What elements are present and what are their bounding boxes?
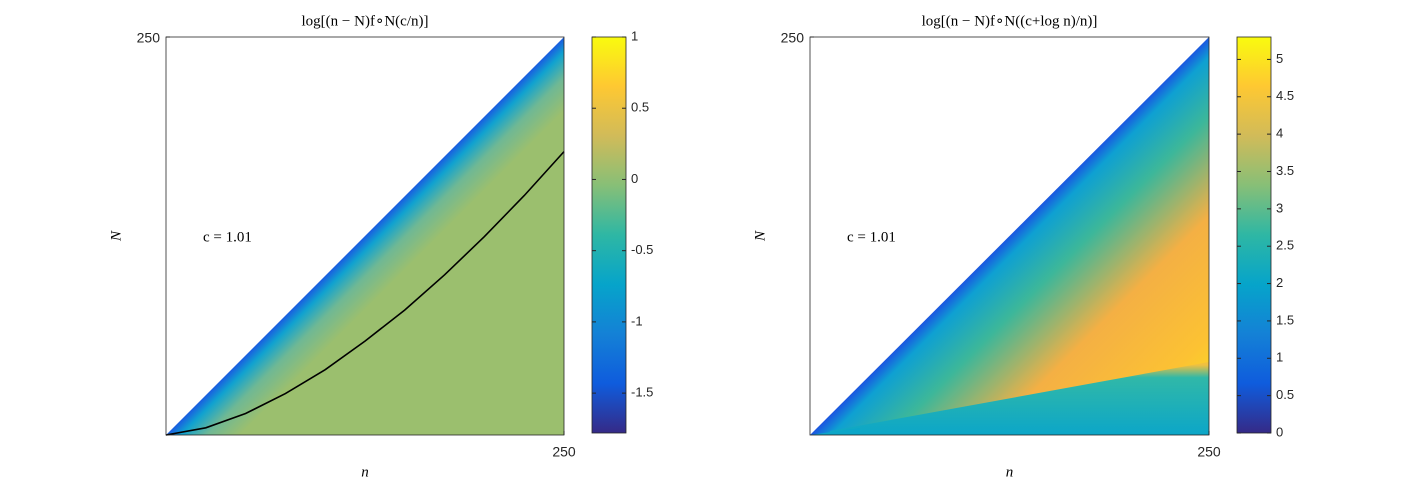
y-axis-label: N — [108, 230, 124, 242]
heatmap-fill — [810, 428, 860, 435]
colorbar-tick-label: 4.5 — [1276, 88, 1294, 103]
colorbar-tick-label: 0 — [631, 171, 638, 186]
x-axis-label: n — [1006, 464, 1014, 480]
heatmap-fill — [810, 37, 1209, 435]
colorbar — [1236, 36, 1272, 434]
heatmap-fill — [166, 37, 564, 435]
x-tick-label: 250 — [552, 444, 576, 460]
colorbar-tick-label: 4 — [1276, 126, 1283, 141]
colorbar-tick-label: 0.5 — [631, 100, 649, 115]
axes-box — [809, 36, 1210, 436]
colorbar-tick-label: 1 — [1276, 350, 1283, 365]
y-axis-label: N — [752, 230, 768, 242]
colorbar-tick-label: 3.5 — [1276, 163, 1294, 178]
colorbar — [591, 36, 627, 434]
colorbar-tick-label: 2 — [1276, 275, 1283, 290]
colorbar-tick-label: 3 — [1276, 200, 1283, 215]
x-axis-label: n — [361, 464, 369, 480]
colorbar-tick-label: 0.5 — [1276, 387, 1294, 402]
colorbar-tick-label: 1 — [631, 28, 638, 43]
annotation: c = 1.01 — [203, 229, 252, 245]
colorbar-tick-label: -1.5 — [631, 385, 653, 400]
colorbar-tick-label: 2.5 — [1276, 238, 1294, 253]
colorbar-tick-label: -0.5 — [631, 242, 653, 257]
x-tick-label: 250 — [1197, 444, 1221, 460]
y-tick-label: 250 — [781, 30, 805, 46]
colorbar-tick-label: 0 — [1276, 424, 1283, 439]
chart-title: log[(n − N)f∘N((c+log n)/n)] — [922, 13, 1098, 29]
curve — [165, 151, 565, 436]
y-tick-label: 250 — [137, 30, 161, 46]
chart-title: log[(n − N)f∘N(c/n)] — [302, 13, 429, 29]
annotation: c = 1.01 — [847, 229, 896, 245]
colorbar-tick-label: -1 — [631, 313, 643, 328]
colorbar-tick-label: 1.5 — [1276, 312, 1294, 327]
heatmap-fill — [830, 362, 1209, 435]
colorbar-tick-label: 5 — [1276, 51, 1283, 66]
axes-box — [165, 36, 565, 436]
